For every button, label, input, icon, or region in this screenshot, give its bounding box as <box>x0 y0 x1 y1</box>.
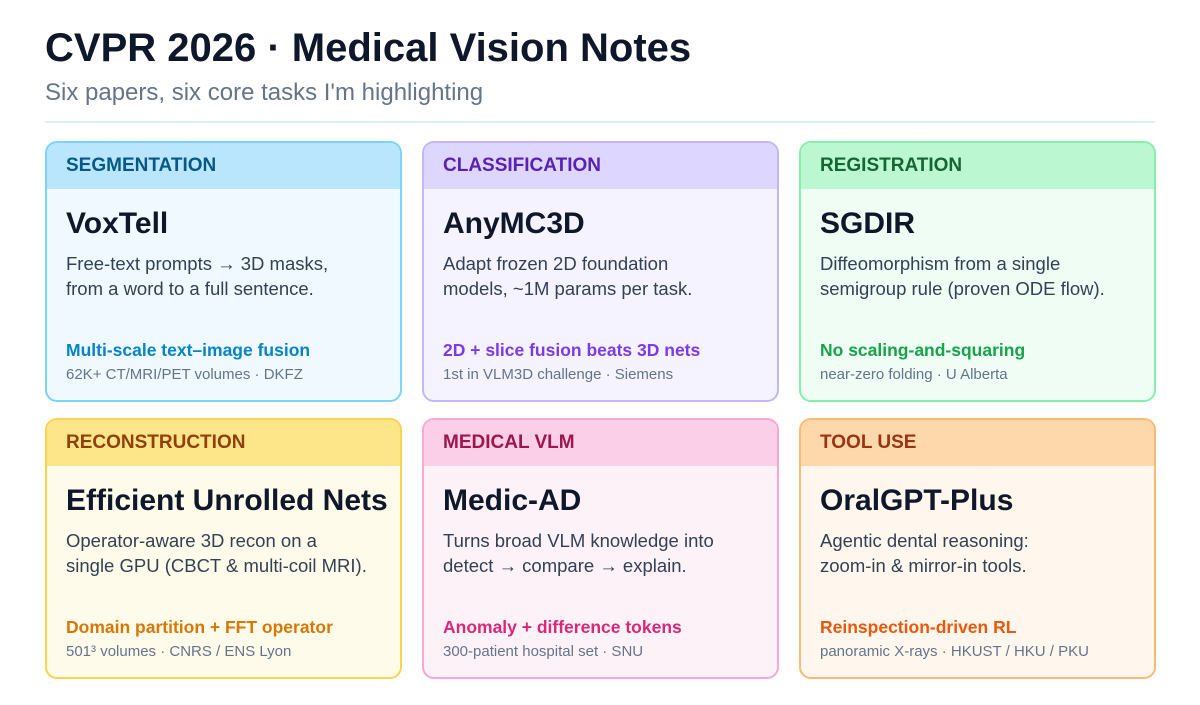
paper-card: RECONSTRUCTION Efficient Unrolled Nets Ope… <box>45 418 402 679</box>
paper-meta: 62K+ CT/MRI/PET volumes · DKFZ <box>66 366 303 383</box>
page-title: CVPR 2026 · Medical Vision Notes <box>45 26 692 70</box>
paper-title: Medic-AD <box>443 484 582 517</box>
description-line: detect → compare → explain. <box>443 555 687 576</box>
task-tag: RECONSTRUCTION <box>47 420 400 466</box>
description-line: zoom-in & mirror-in tools. <box>820 555 1027 576</box>
paper-meta: 300-patient hospital set · SNU <box>443 643 644 660</box>
key-idea: Anomaly + difference tokens <box>443 617 682 637</box>
description-line: single GPU (CBCT & multi-coil MRI). <box>66 555 367 576</box>
paper-card: TOOL USE OralGPT-Plus Agentic dental reaso… <box>799 418 1156 679</box>
key-idea: No scaling-and-squaring <box>820 340 1026 360</box>
paper-description: Agentic dental reasoning: zoom-in & mirro… <box>820 528 1029 578</box>
paper-description: Operator-aware 3D recon on a single GPU (… <box>66 528 367 578</box>
paper-card: SEGMENTATION VoxTell Free-text prompts → 3… <box>45 141 402 402</box>
description-line: models, ~1M params per task. <box>443 278 693 299</box>
paper-meta: panoramic X-rays · HKUST / HKU / PKU <box>820 643 1089 660</box>
task-tag: REGISTRATION <box>801 143 1154 189</box>
page-subtitle: Six papers, six core tasks I'm highlight… <box>45 79 484 106</box>
key-idea: 2D + slice fusion beats 3D nets <box>443 340 701 360</box>
paper-meta: 1st in VLM3D challenge · Siemens <box>443 366 674 383</box>
description-line: Operator-aware 3D recon on a <box>66 530 317 551</box>
paper-description: Free-text prompts → 3D masks, from a word… <box>66 251 328 301</box>
description-line: Adapt frozen 2D foundation <box>443 253 669 274</box>
divider <box>45 121 1155 123</box>
paper-card: REGISTRATION SGDIR Diffeomorphism from a s… <box>799 141 1156 402</box>
paper-title: AnyMC3D <box>443 207 585 240</box>
description-line: Diffeomorphism from a single <box>820 253 1061 274</box>
task-tag: CLASSIFICATION <box>424 143 777 189</box>
paper-title: SGDIR <box>820 207 916 240</box>
description-line: Free-text prompts → 3D masks, <box>66 253 329 274</box>
description-line: semigroup rule (proven ODE flow). <box>820 278 1105 299</box>
description-line: Turns broad VLM knowledge into <box>443 530 714 551</box>
paper-meta: near-zero folding · U Alberta <box>820 366 1008 383</box>
paper-card: MEDICAL VLM Medic-AD Turns broad VLM knowl… <box>422 418 779 679</box>
description-line: Agentic dental reasoning: <box>820 530 1029 551</box>
key-idea: Domain partition + FFT operator <box>66 617 333 637</box>
task-tag: MEDICAL VLM <box>424 420 777 466</box>
description-line: from a word to a full sentence. <box>66 278 314 299</box>
task-tag: SEGMENTATION <box>47 143 400 189</box>
paper-description: Adapt frozen 2D foundation models, ~1M pa… <box>443 251 692 301</box>
paper-meta: 501³ volumes · CNRS / ENS Lyon <box>66 643 292 660</box>
paper-title: OralGPT-Plus <box>820 484 1014 517</box>
task-tag: TOOL USE <box>801 420 1154 466</box>
key-idea: Multi-scale text–image fusion <box>66 340 311 360</box>
paper-title: VoxTell <box>66 207 169 240</box>
paper-description: Turns broad VLM knowledge into detect → c… <box>443 528 714 578</box>
paper-title: Efficient Unrolled Nets <box>66 484 388 517</box>
paper-card: CLASSIFICATION AnyMC3D Adapt frozen 2D fou… <box>422 141 779 402</box>
paper-description: Diffeomorphism from a single semigroup ru… <box>820 251 1105 301</box>
key-idea: Reinspection-driven RL <box>820 617 1017 637</box>
